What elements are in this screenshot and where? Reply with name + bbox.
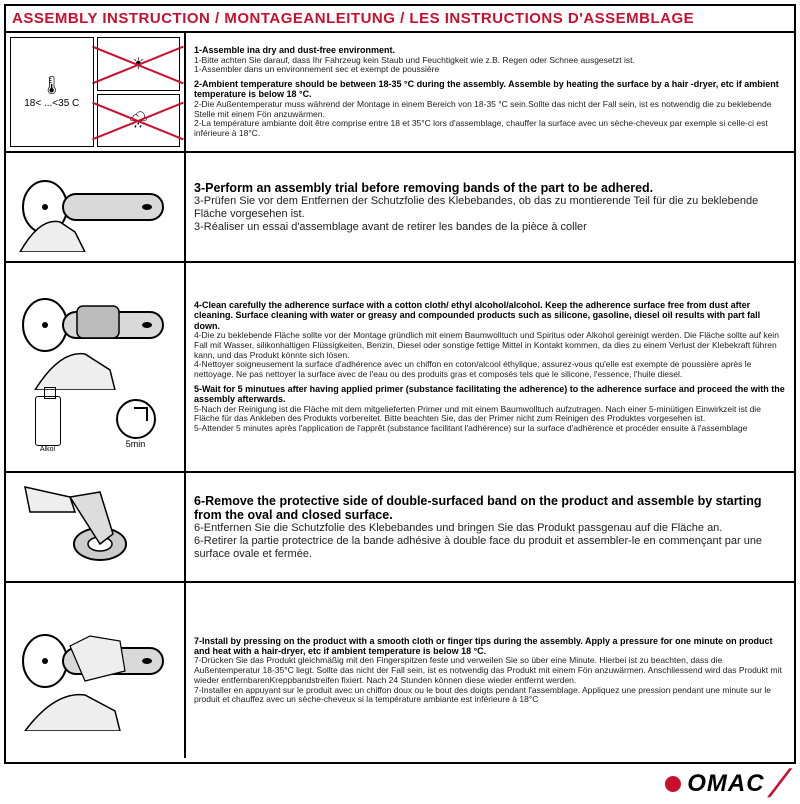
step2-fr: 2-La température ambiante doit être comp… <box>194 119 786 139</box>
brand-name: OMAC <box>687 770 764 798</box>
sun-icon: ☀ <box>97 37 181 91</box>
bottle-label: Alkol <box>35 446 61 453</box>
step3-fr: 3-Réaliser un essai d'assemblage avant d… <box>194 221 786 234</box>
brand-dot-icon <box>665 776 681 792</box>
text-step-1-2: 1-Assemble ina dry and dust-free environ… <box>186 33 794 151</box>
step6-de: 6-Entfernen Sie die Schutzfolie des Kleb… <box>194 522 786 535</box>
thermometer-icon: 🌡 18< ...<35 C <box>10 37 94 147</box>
peel-tape-icon <box>15 482 175 572</box>
row-step-1-2: ☀ 🌡 18< ...<35 C 🌧 1-Assemble ina dry an… <box>6 33 794 153</box>
step4-fr: 4-Nettoyer soigneusement la surface d'ad… <box>194 360 786 380</box>
step3-de: 3-Prüfen Sie vor dem Entfernen der Schut… <box>194 195 786 220</box>
illustration-press-install <box>6 583 186 758</box>
row-step-6: 6-Remove the protective side of double-s… <box>6 473 794 583</box>
brand-logo: OMAC ╱ <box>665 769 786 798</box>
sheet-title: ASSEMBLY INSTRUCTION / MONTAGEANLEITUNG … <box>6 6 794 33</box>
temp-range: 18< ...<35 C <box>24 98 79 109</box>
row-step-7: 7-Install by pressing on the product wit… <box>6 583 794 758</box>
step1-fr: 1-Assembler dans un environnement sec et… <box>194 65 786 75</box>
step2-head: 2-Ambient temperature should be between … <box>194 79 786 100</box>
step5-fr: 5-Attender 5 minutes après l'application… <box>194 424 786 434</box>
rain-icon: 🌧 <box>97 94 181 148</box>
step6-head: 6-Remove the protective side of double-s… <box>194 494 786 523</box>
handle-clean-icon <box>15 280 175 390</box>
step2-de: 2-Die Außentemperatur muss während der M… <box>194 100 786 120</box>
clock-label: 5min <box>116 439 156 449</box>
instruction-sheet: ASSEMBLY INSTRUCTION / MONTAGEANLEITUNG … <box>4 4 796 764</box>
text-step-6: 6-Remove the protective side of double-s… <box>186 473 794 581</box>
brand-slash-icon: ╱ <box>771 769 786 798</box>
row-step-3: 3-Perform an assembly trial before remov… <box>6 153 794 263</box>
step5-de: 5-Nach der Reinigung ist die Fläche mit … <box>194 405 786 425</box>
text-step-7: 7-Install by pressing on the product wit… <box>186 583 794 758</box>
text-step-3: 3-Perform an assembly trial before remov… <box>186 153 794 261</box>
row-step-4-5: Alkol 5min 4-Clean carefully the adheren… <box>6 263 794 473</box>
step7-fr: 7-Installer en appuyant sur le produit a… <box>194 686 786 706</box>
illustration-trial-fit <box>6 153 186 261</box>
illustration-peel-tape <box>6 473 186 581</box>
clock-icon <box>116 399 156 439</box>
step4-head: 4-Clean carefully the adherence surface … <box>194 300 786 331</box>
step3-head: 3-Perform an assembly trial before remov… <box>194 181 786 195</box>
step7-head: 7-Install by pressing on the product wit… <box>194 636 786 657</box>
step4-de: 4-Die zu beklebende Fläche sollte vor de… <box>194 331 786 360</box>
step6-fr: 6-Retirer la partie protectrice de la ba… <box>194 535 786 560</box>
step7-de: 7-Drücken Sie das Produkt gleichmäßig mi… <box>194 656 786 685</box>
pictograms-env: ☀ 🌡 18< ...<35 C 🌧 <box>6 33 186 151</box>
step1-head: 1-Assemble ina dry and dust-free environ… <box>194 45 786 55</box>
step5-head: 5-Wait for 5 minutues after having appli… <box>194 384 786 405</box>
text-step-4-5: 4-Clean carefully the adherence surface … <box>186 263 794 471</box>
alcohol-bottle-icon <box>35 396 61 446</box>
illustration-clean-primer: Alkol 5min <box>6 263 186 471</box>
handle-press-icon <box>15 611 175 731</box>
handle-fit-icon <box>15 162 175 252</box>
